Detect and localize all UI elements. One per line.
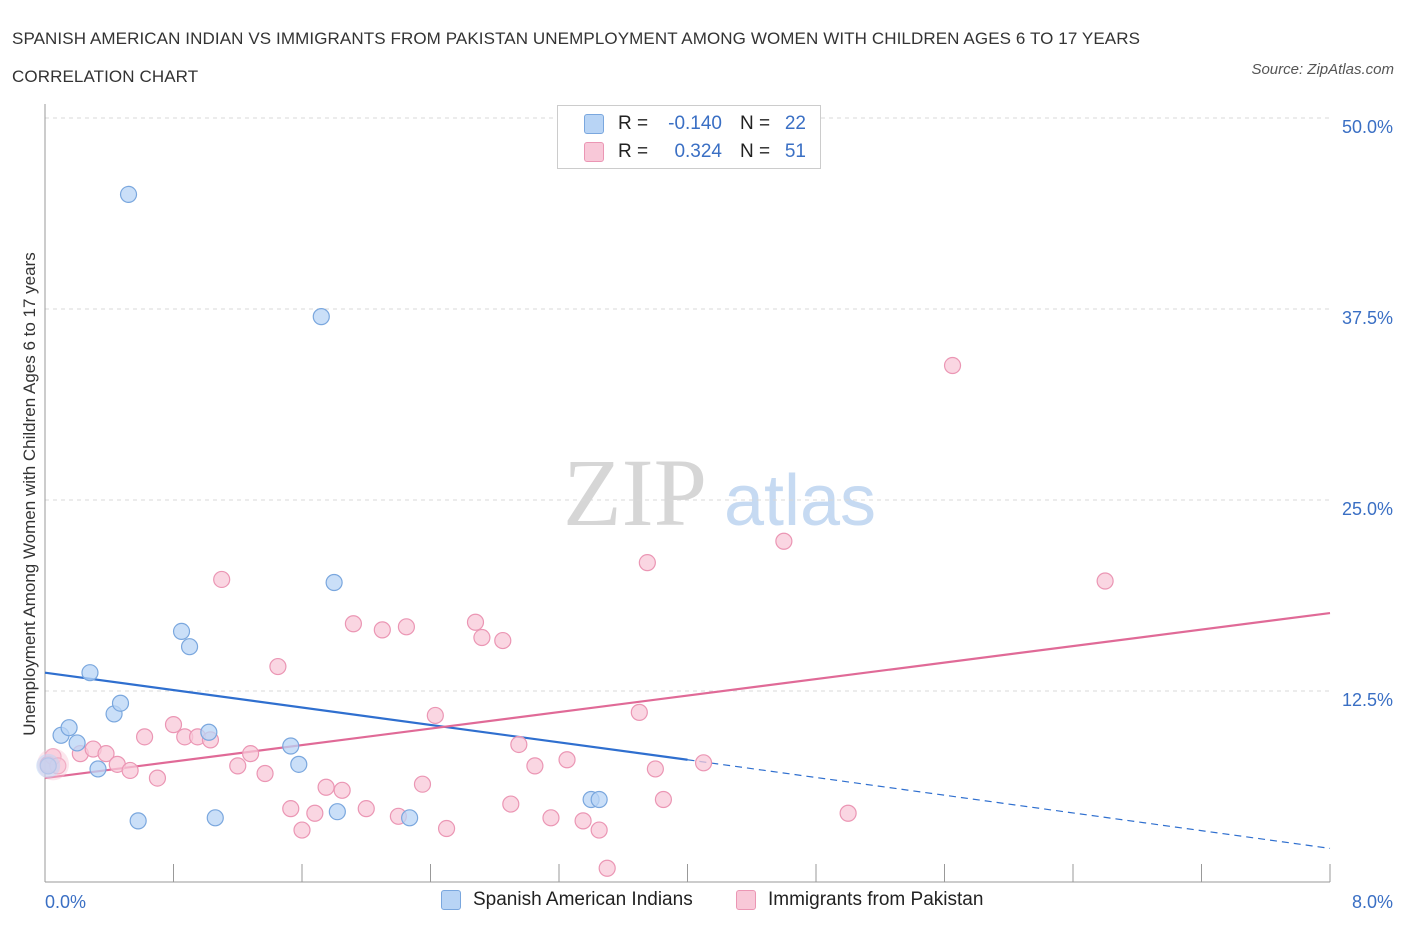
blue-point bbox=[81, 664, 99, 682]
pink-point bbox=[317, 778, 335, 796]
pink-point bbox=[437, 819, 456, 838]
y-tick-label: 25.0% bbox=[1342, 499, 1393, 519]
watermark-zip: ZIP bbox=[563, 439, 707, 546]
y-axis-label: Unemployment Among Women with Children A… bbox=[20, 252, 39, 736]
blue-point bbox=[68, 734, 86, 752]
pink-point bbox=[558, 751, 576, 769]
pink-point bbox=[775, 532, 793, 550]
blue-point bbox=[129, 812, 147, 830]
blue-point bbox=[328, 803, 346, 821]
pink-point bbox=[426, 706, 444, 725]
blue-point bbox=[325, 573, 343, 592]
blue-cluster-point bbox=[36, 753, 61, 778]
blue-point bbox=[401, 809, 419, 827]
blue-point bbox=[206, 809, 224, 827]
series-legend-item-blue[interactable]: Spanish American Indians bbox=[441, 889, 693, 911]
pink-point bbox=[1096, 572, 1114, 590]
blue-trend-line-dashed bbox=[687, 759, 1331, 849]
pink-point bbox=[135, 728, 154, 746]
pink-point bbox=[357, 800, 375, 818]
pink-point bbox=[473, 628, 491, 647]
pink-point bbox=[502, 795, 520, 813]
pink-point bbox=[839, 804, 857, 822]
blue-point bbox=[89, 760, 107, 778]
pink-point bbox=[494, 631, 512, 650]
pink-point bbox=[526, 757, 544, 775]
pink-point bbox=[213, 570, 231, 589]
series-legend-item-pink[interactable]: Immigrants from Pakistan bbox=[736, 889, 983, 911]
series-legend: Spanish American Indians Immigrants from… bbox=[0, 889, 1406, 915]
series-name-blue: Spanish American Indians bbox=[473, 889, 693, 910]
pink-point bbox=[943, 356, 962, 375]
blue-point bbox=[111, 694, 130, 712]
pink-point bbox=[269, 657, 287, 676]
blue-point bbox=[312, 308, 330, 326]
grid-layer bbox=[45, 117, 1330, 692]
pink-point bbox=[694, 754, 713, 772]
pink-point bbox=[654, 790, 673, 809]
x-tick-label: 8.0% bbox=[1352, 892, 1393, 912]
pink-point bbox=[630, 703, 648, 721]
chart-title: SPANISH AMERICAN INDIAN VS IMMIGRANTS FR… bbox=[12, 29, 1141, 86]
blue-point bbox=[590, 790, 608, 809]
pink-point bbox=[148, 769, 167, 787]
pink-point bbox=[510, 735, 528, 754]
blue-point bbox=[200, 723, 218, 741]
pink-point bbox=[413, 775, 432, 793]
pink-point bbox=[121, 761, 139, 780]
point-layer bbox=[36, 185, 1114, 877]
pink-point bbox=[466, 613, 485, 631]
blue-point bbox=[119, 185, 138, 203]
correlation-legend: R = -0.140 N = 22 R = 0.324 N = 51 bbox=[557, 105, 821, 169]
pink-point bbox=[282, 800, 300, 818]
legend-row-blue: R = -0.140 N = 22 bbox=[584, 112, 806, 136]
series-swatch-pink bbox=[736, 890, 756, 910]
pink-point bbox=[306, 804, 324, 822]
pink-point bbox=[97, 745, 115, 763]
legend-swatch-blue bbox=[584, 114, 604, 134]
trend-layer bbox=[44, 611, 1331, 849]
source-label: Source: ZipAtlas.com bbox=[1251, 61, 1394, 78]
legend-r-label: R = bbox=[618, 113, 649, 134]
pink-point bbox=[646, 760, 664, 778]
pink-point bbox=[373, 621, 391, 639]
watermark-atlas: atlas bbox=[724, 461, 876, 541]
pink-point bbox=[574, 812, 592, 830]
pink-point bbox=[333, 781, 351, 799]
blue-point bbox=[282, 737, 300, 755]
legend-r-value: -0.140 bbox=[668, 113, 722, 134]
pink-point bbox=[397, 618, 416, 636]
pink-point bbox=[638, 554, 656, 572]
pink-point bbox=[344, 615, 362, 633]
legend-row-pink: R = 0.324 N = 51 bbox=[584, 140, 806, 164]
series-swatch-blue bbox=[441, 890, 461, 910]
y-tick-label: 12.5% bbox=[1342, 690, 1393, 710]
legend-r-label: R = bbox=[618, 141, 649, 162]
series-name-pink: Immigrants from Pakistan bbox=[768, 889, 984, 910]
legend-swatch-pink bbox=[584, 142, 604, 162]
y-tick-label: 50.0% bbox=[1342, 117, 1393, 137]
pink-point bbox=[542, 809, 560, 827]
blue-point bbox=[60, 719, 78, 737]
legend-n-value: 22 bbox=[784, 113, 806, 134]
axis-layer: 12.5% 25.0% 37.5% 50.0% 0.0% 8.0% bbox=[44, 104, 1393, 912]
pink-trend-line bbox=[44, 611, 1331, 780]
pink-point bbox=[164, 716, 183, 734]
pink-point bbox=[293, 821, 311, 839]
pink-point bbox=[256, 764, 274, 783]
pink-point bbox=[598, 859, 616, 877]
blue-point bbox=[290, 755, 308, 773]
legend-n-label: N = bbox=[740, 141, 771, 162]
blue-point bbox=[180, 638, 199, 656]
pink-point bbox=[242, 745, 260, 763]
legend-n-label: N = bbox=[740, 113, 771, 134]
blue-point bbox=[172, 622, 191, 641]
x-tick-label: 0.0% bbox=[45, 892, 86, 912]
pink-point bbox=[229, 757, 247, 775]
y-tick-label: 37.5% bbox=[1342, 308, 1393, 328]
legend-n-value: 51 bbox=[784, 141, 806, 162]
blue-trend-line bbox=[44, 671, 688, 761]
pink-point bbox=[590, 821, 608, 839]
legend-r-value: 0.324 bbox=[674, 141, 722, 162]
